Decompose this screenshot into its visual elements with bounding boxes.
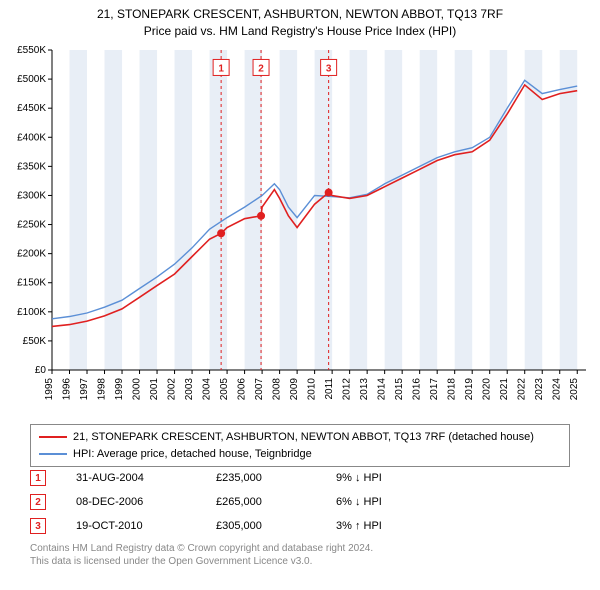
svg-text:1996: 1996: [62, 378, 73, 401]
svg-text:2002: 2002: [167, 378, 178, 401]
event-marker-1: 1: [30, 470, 46, 486]
svg-text:£50K: £50K: [23, 336, 47, 347]
svg-text:2007: 2007: [254, 378, 265, 401]
event-diff-2: 6% ↓ HPI: [336, 496, 426, 508]
event-price-2: £265,000: [216, 496, 306, 508]
svg-text:2019: 2019: [464, 378, 475, 401]
svg-text:3: 3: [326, 63, 332, 74]
svg-text:2022: 2022: [517, 378, 528, 401]
svg-text:2015: 2015: [394, 378, 405, 401]
svg-text:2005: 2005: [219, 378, 230, 401]
svg-text:£250K: £250K: [17, 220, 46, 231]
event-price-3: £305,000: [216, 520, 306, 532]
footer-line-1: Contains HM Land Registry data © Crown c…: [30, 542, 570, 555]
svg-text:2012: 2012: [342, 378, 353, 401]
svg-text:£200K: £200K: [17, 249, 46, 260]
svg-text:1995: 1995: [44, 378, 55, 401]
svg-text:£100K: £100K: [17, 307, 46, 318]
svg-text:1: 1: [218, 63, 224, 74]
legend-swatch-hpi: [39, 453, 67, 455]
event-diff-3: 3% ↑ HPI: [336, 520, 426, 532]
svg-text:£0: £0: [35, 365, 47, 376]
events-table: 1 31-AUG-2004 £235,000 9% ↓ HPI 2 08-DEC…: [30, 466, 570, 538]
svg-text:2004: 2004: [202, 378, 213, 401]
event-date-3: 19-OCT-2010: [76, 520, 186, 532]
svg-text:1999: 1999: [114, 378, 125, 401]
chart-container: 21, STONEPARK CRESCENT, ASHBURTON, NEWTO…: [0, 0, 600, 590]
svg-text:2013: 2013: [359, 378, 370, 401]
svg-text:2001: 2001: [149, 378, 160, 401]
legend-row-property: 21, STONEPARK CRESCENT, ASHBURTON, NEWTO…: [39, 429, 561, 446]
event-row-3: 3 19-OCT-2010 £305,000 3% ↑ HPI: [30, 514, 570, 538]
svg-text:2018: 2018: [447, 378, 458, 401]
legend-box: 21, STONEPARK CRESCENT, ASHBURTON, NEWTO…: [30, 424, 570, 467]
event-price-1: £235,000: [216, 472, 306, 484]
svg-text:2009: 2009: [289, 378, 300, 401]
title-block: 21, STONEPARK CRESCENT, ASHBURTON, NEWTO…: [0, 0, 600, 40]
svg-text:£500K: £500K: [17, 74, 46, 85]
title-line-2: Price paid vs. HM Land Registry's House …: [0, 23, 600, 40]
svg-text:2000: 2000: [132, 378, 143, 401]
event-marker-3: 3: [30, 518, 46, 534]
svg-text:2025: 2025: [569, 378, 580, 401]
svg-text:2017: 2017: [429, 378, 440, 401]
title-line-1: 21, STONEPARK CRESCENT, ASHBURTON, NEWTO…: [0, 6, 600, 23]
legend-label-property: 21, STONEPARK CRESCENT, ASHBURTON, NEWTO…: [73, 429, 534, 446]
svg-text:2020: 2020: [482, 378, 493, 401]
svg-text:£400K: £400K: [17, 132, 46, 143]
svg-text:2016: 2016: [412, 378, 423, 401]
event-marker-2: 2: [30, 494, 46, 510]
svg-text:£550K: £550K: [17, 45, 46, 56]
svg-text:2010: 2010: [307, 378, 318, 401]
event-diff-1: 9% ↓ HPI: [336, 472, 426, 484]
footer-box: Contains HM Land Registry data © Crown c…: [30, 542, 570, 568]
svg-text:£450K: £450K: [17, 103, 46, 114]
legend-swatch-property: [39, 436, 67, 438]
event-date-1: 31-AUG-2004: [76, 472, 186, 484]
chart-area: £0 £50K £100K £150K £200K £250K £300K £350K £400…: [8, 44, 592, 414]
svg-text:2023: 2023: [534, 378, 545, 401]
svg-text:2014: 2014: [377, 378, 388, 401]
chart-svg: £0 £50K £100K £150K £200K £250K £300K £350K £400…: [8, 44, 592, 414]
svg-text:2008: 2008: [272, 378, 283, 401]
svg-text:2011: 2011: [324, 378, 335, 400]
svg-text:2021: 2021: [499, 378, 510, 401]
svg-text:2006: 2006: [237, 378, 248, 401]
event-row-2: 2 08-DEC-2006 £265,000 6% ↓ HPI: [30, 490, 570, 514]
event-row-1: 1 31-AUG-2004 £235,000 9% ↓ HPI: [30, 466, 570, 490]
legend-label-hpi: HPI: Average price, detached house, Teig…: [73, 446, 312, 463]
event-date-2: 08-DEC-2006: [76, 496, 186, 508]
svg-text:£300K: £300K: [17, 190, 46, 201]
svg-text:£350K: £350K: [17, 161, 46, 172]
svg-text:2: 2: [258, 63, 264, 74]
svg-text:£150K: £150K: [17, 278, 46, 289]
svg-text:1997: 1997: [79, 378, 90, 401]
legend-row-hpi: HPI: Average price, detached house, Teig…: [39, 446, 561, 463]
svg-text:1998: 1998: [97, 378, 108, 401]
svg-text:2003: 2003: [184, 378, 195, 401]
svg-text:2024: 2024: [552, 378, 563, 401]
footer-line-2: This data is licensed under the Open Gov…: [30, 555, 570, 568]
